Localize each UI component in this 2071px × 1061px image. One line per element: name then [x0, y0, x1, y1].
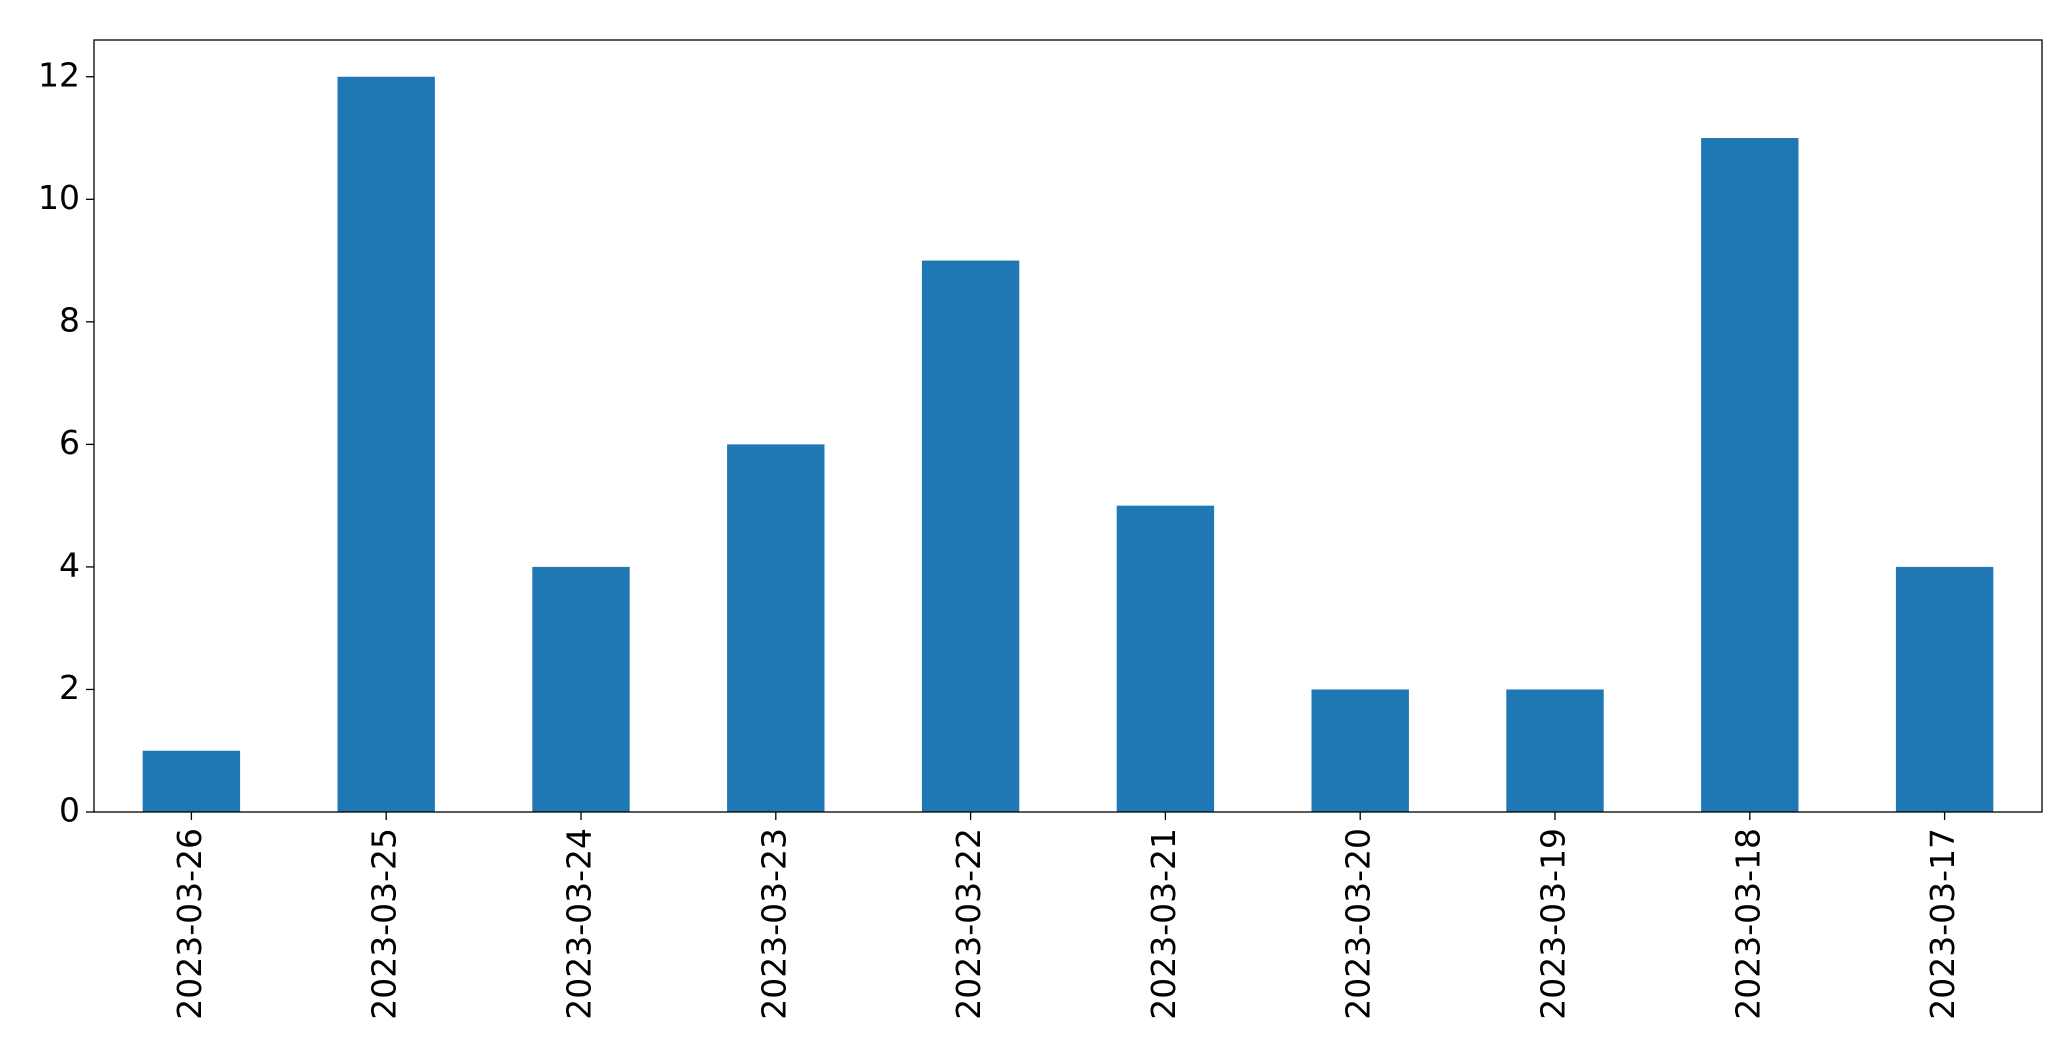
- y-tick-label: 6: [59, 423, 80, 462]
- bar: [1311, 689, 1409, 812]
- x-tick-label: 2023-03-24: [560, 828, 599, 1020]
- x-tick-label: 2023-03-20: [1339, 828, 1378, 1020]
- x-tick-label: 2023-03-21: [1144, 828, 1183, 1020]
- bar: [1116, 505, 1215, 812]
- x-tick-label: 2023-03-17: [1923, 828, 1962, 1020]
- bar: [1895, 566, 1994, 812]
- bar: [921, 260, 1020, 813]
- bar: [337, 76, 435, 812]
- x-tick-label: 2023-03-23: [754, 828, 793, 1020]
- y-tick-label: 10: [38, 178, 80, 217]
- y-tick-label: 0: [59, 791, 80, 830]
- plot-frame: [93, 39, 2043, 813]
- x-tick-label: 2023-03-22: [949, 828, 988, 1020]
- x-tick-label: 2023-03-25: [365, 828, 404, 1020]
- bar: [727, 444, 825, 812]
- y-tick-label: 4: [59, 545, 80, 584]
- bar: [142, 750, 241, 812]
- y-tick-label: 12: [38, 55, 80, 94]
- bar: [532, 566, 630, 812]
- y-tick-label: 2: [59, 668, 80, 707]
- bar: [1506, 689, 1604, 812]
- x-tick-label: 2023-03-19: [1534, 828, 1573, 1020]
- x-tick-label: 2023-03-26: [170, 828, 209, 1020]
- y-tick-label: 8: [59, 300, 80, 339]
- bar: [1701, 138, 1799, 813]
- x-tick-label: 2023-03-18: [1728, 828, 1767, 1020]
